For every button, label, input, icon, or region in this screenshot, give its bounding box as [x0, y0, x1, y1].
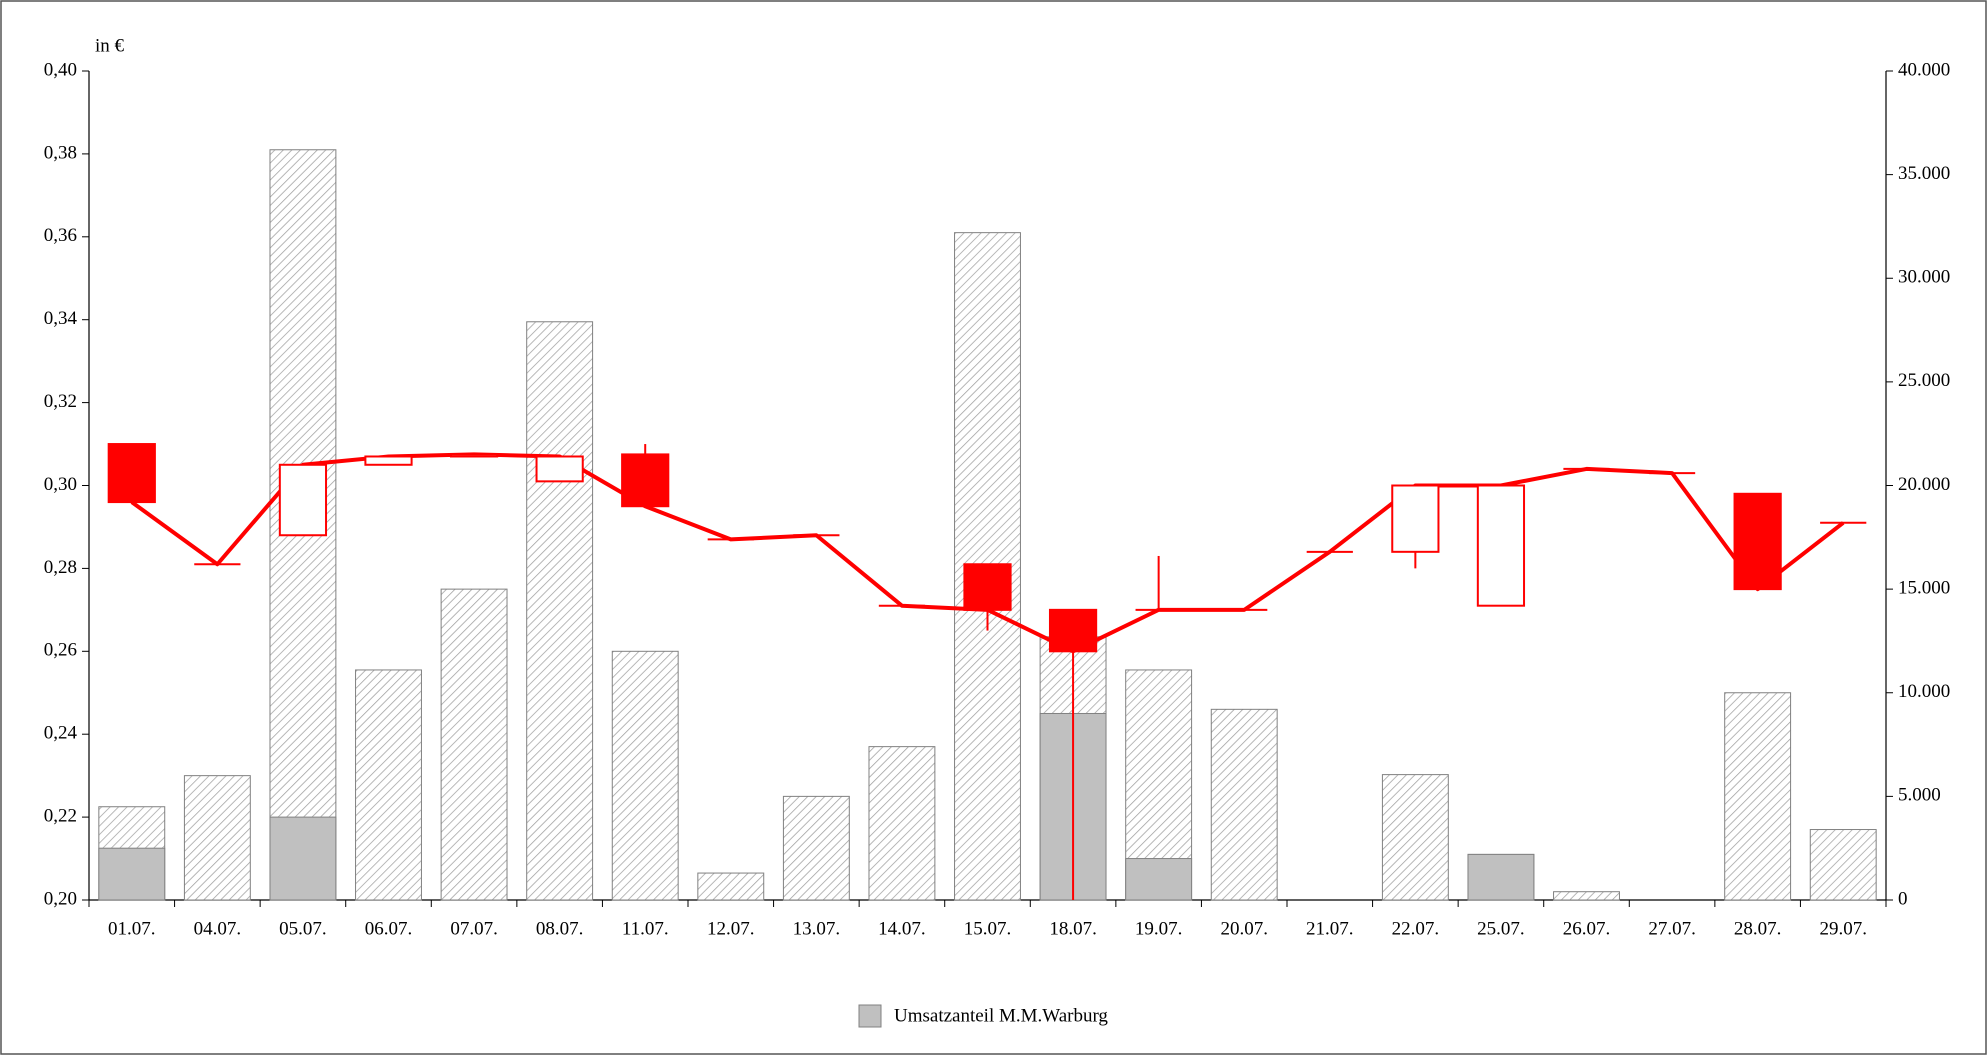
volume-bar — [1467, 853, 1535, 901]
candle-body — [1733, 492, 1782, 591]
legend-swatch — [858, 1004, 882, 1028]
x-tick-label: 06.07. — [365, 918, 413, 939]
x-tick-label: 08.07. — [536, 918, 584, 939]
volume-bar — [1553, 891, 1620, 901]
y2-tick-label: 25.000 — [1898, 370, 1950, 391]
x-tick-label: 27.07. — [1648, 918, 1696, 939]
volume-bar — [1724, 692, 1792, 901]
x-tick-label: 20.07. — [1220, 918, 1268, 939]
candle-body — [278, 463, 328, 537]
x-tick-label: 05.07. — [279, 918, 327, 939]
candle-body — [1048, 608, 1098, 653]
y-tick-label: 0,38 — [44, 142, 77, 163]
x-tick-label: 28.07. — [1734, 918, 1782, 939]
volume-bar — [1381, 774, 1449, 901]
y2-tick-label: 0 — [1898, 888, 1908, 909]
candle-body — [621, 453, 670, 508]
y2-tick-label: 40.000 — [1898, 59, 1950, 80]
x-tick-label: 07.07. — [450, 918, 498, 939]
y-tick-label: 0,30 — [44, 474, 77, 495]
y-tick-label: 0,36 — [44, 225, 77, 246]
candle-body — [963, 563, 1012, 611]
x-tick-label: 01.07. — [108, 918, 156, 939]
candle-body — [364, 455, 413, 466]
volume-bar — [355, 669, 422, 901]
x-tick-label: 12.07. — [707, 918, 755, 939]
volume-bar — [782, 795, 850, 901]
candle-body — [1476, 484, 1526, 607]
candle-body — [449, 453, 499, 458]
x-tick-label: 29.07. — [1819, 918, 1867, 939]
y-tick-label: 0,22 — [44, 805, 77, 826]
volume-bar — [269, 816, 337, 901]
y-tick-label: 0,32 — [44, 391, 77, 412]
x-tick-label: 11.07. — [622, 918, 669, 939]
y2-tick-label: 15.000 — [1898, 577, 1950, 598]
volume-bar — [98, 847, 166, 901]
y-axis-label: in € — [95, 35, 125, 56]
y2-tick-label: 35.000 — [1898, 163, 1950, 184]
volume-bar — [611, 650, 679, 901]
volume-bar — [697, 872, 765, 901]
y-tick-label: 0,40 — [44, 59, 77, 80]
legend-label: Umsatzanteil M.M.Warburg — [894, 1005, 1108, 1026]
x-tick-label: 21.07. — [1306, 918, 1354, 939]
candle-body — [107, 443, 156, 504]
y2-tick-label: 20.000 — [1898, 474, 1950, 495]
x-tick-label: 22.07. — [1392, 918, 1440, 939]
x-tick-label: 04.07. — [194, 918, 242, 939]
y-tick-label: 0,26 — [44, 640, 77, 661]
candle-body — [535, 455, 584, 483]
y2-tick-label: 30.000 — [1898, 267, 1950, 288]
x-tick-label: 19.07. — [1135, 918, 1183, 939]
x-tick-label: 26.07. — [1563, 918, 1611, 939]
x-tick-label: 14.07. — [878, 918, 926, 939]
y-tick-label: 0,20 — [44, 888, 77, 909]
volume-bar — [1809, 829, 1877, 901]
volume-bar — [440, 588, 508, 901]
y-tick-label: 0,28 — [44, 557, 77, 578]
volume-bar — [868, 746, 936, 901]
x-tick-label: 18.07. — [1049, 918, 1097, 939]
volume-bar — [183, 775, 251, 901]
volume-bar — [1125, 858, 1193, 901]
y2-tick-label: 5.000 — [1898, 785, 1941, 806]
x-tick-label: 15.07. — [964, 918, 1012, 939]
y-tick-label: 0,24 — [44, 723, 78, 744]
y2-tick-label: 10.000 — [1898, 681, 1950, 702]
volume-bar — [1210, 708, 1278, 901]
x-tick-label: 13.07. — [793, 918, 841, 939]
y-tick-label: 0,34 — [44, 308, 78, 329]
volume-bar — [526, 321, 594, 901]
x-tick-label: 25.07. — [1477, 918, 1525, 939]
candle-body — [1391, 484, 1440, 553]
